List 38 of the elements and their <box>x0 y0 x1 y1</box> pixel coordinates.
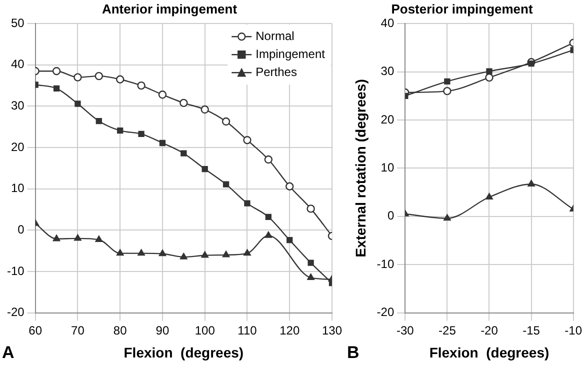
y-tick-label: -20 <box>376 305 394 320</box>
text: A <box>2 343 14 362</box>
x-tick-label: 70 <box>71 323 85 338</box>
x-axis-title: Flexion (degrees) <box>124 344 244 360</box>
x-tick-label: 90 <box>156 323 170 338</box>
legend-label: Normal <box>256 28 294 43</box>
chart-title: Posterior impingement <box>391 1 534 16</box>
chart-title: Anterior impingement <box>102 1 238 16</box>
x-tick-label: 110 <box>238 323 258 338</box>
x-tick-label: -10 <box>564 323 582 338</box>
y-tick-label: 0 <box>387 208 394 223</box>
y-tick-label: -20 <box>7 305 25 320</box>
x-axis-title: Flexion (degrees) <box>429 344 550 360</box>
y-tick-label: 40 <box>10 57 25 72</box>
y-tick-label: 30 <box>10 98 25 113</box>
x-tick-label: 60 <box>28 323 42 338</box>
y-tick-label: 40 <box>380 16 394 30</box>
y-tick-label: 0 <box>18 222 25 236</box>
legend-label: Impingement <box>256 46 326 61</box>
x-tick-label: -20 <box>480 323 498 338</box>
x-tick-label: 100 <box>194 323 216 338</box>
y-tick-label: 10 <box>380 160 394 175</box>
x-tick-label: 80 <box>113 323 128 338</box>
y-axis-title: External rotation (degrees) <box>352 79 368 258</box>
y-tick-label: -10 <box>7 264 25 278</box>
y-tick-label: 50 <box>10 16 25 30</box>
x-tick-label: -30 <box>396 323 414 338</box>
x-tick-label: -15 <box>522 323 540 338</box>
y-tick-label: 30 <box>380 64 394 78</box>
x-tick-label: 120 <box>280 323 300 338</box>
x-tick-label: 130 <box>322 323 342 338</box>
y-tick-label: 20 <box>380 112 394 126</box>
x-tick-label: -25 <box>438 323 456 338</box>
y-tick-label: -10 <box>376 256 394 271</box>
y-tick-label: 10 <box>10 181 25 196</box>
text: B <box>347 343 360 362</box>
legend-label: Perthes <box>256 64 297 79</box>
y-tick-label: 20 <box>10 140 25 154</box>
